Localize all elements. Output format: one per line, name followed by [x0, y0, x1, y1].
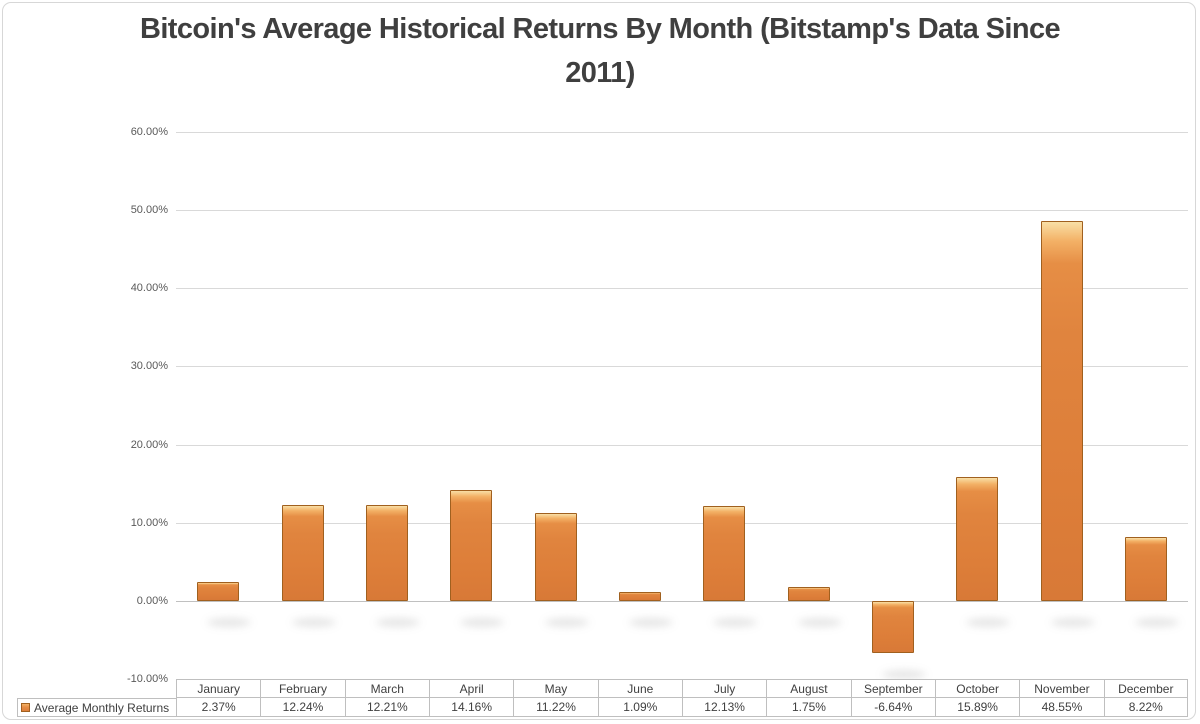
gridline: [176, 132, 1188, 133]
legend-cell: Average Monthly Returns: [17, 698, 176, 717]
gridline: [176, 444, 1188, 446]
bar-january: [197, 582, 240, 601]
month-header-cell: September: [850, 679, 935, 698]
gridline: [176, 600, 1188, 602]
value-cell: 14.16%: [428, 698, 514, 717]
value-cell: 8.22%: [1103, 698, 1188, 717]
bar-shadow: [1050, 617, 1095, 627]
month-header-cell: January: [176, 679, 261, 698]
chart-title: Bitcoin's Average Historical Returns By …: [0, 7, 1200, 95]
month-header-cell: March: [344, 679, 429, 698]
month-header-cell: November: [1019, 679, 1104, 698]
y-axis-tick-label: -10.00%: [127, 673, 168, 685]
month-header-cell: May: [513, 679, 598, 698]
bar-december: [1124, 536, 1167, 601]
bar-shadow: [460, 617, 505, 627]
value-cell: 1.75%: [766, 698, 851, 717]
bar-november: [1040, 221, 1083, 601]
value-cell: 12.24%: [260, 698, 345, 717]
y-axis-labels: 60.00% 50.00% 40.00% 30.00% 20.00% 10.00% 0.00…: [0, 126, 168, 685]
bar-shadow: [291, 617, 336, 627]
value-cell: -6.64%: [850, 698, 935, 717]
chart-title-line-2: 2011): [565, 57, 635, 89]
month-header-cell: December: [1103, 679, 1188, 698]
bar-shadow: [797, 617, 842, 627]
bar-may: [534, 513, 577, 601]
bar-march: [365, 505, 408, 601]
gridline: [176, 288, 1188, 290]
value-cell: 12.13%: [681, 698, 767, 717]
month-header-cell: August: [766, 679, 851, 698]
bar-shadow: [881, 669, 926, 679]
chart-title-line-1: Bitcoin's Average Historical Returns By …: [140, 13, 1061, 45]
value-cell: 12.21%: [344, 698, 429, 717]
value-cell: 15.89%: [934, 698, 1020, 717]
legend-key-icon: [21, 703, 30, 712]
bar-august: [787, 587, 830, 601]
month-header-cell: February: [260, 679, 345, 698]
value-cell: 1.09%: [597, 698, 682, 717]
y-axis-tick-label: 50.00%: [130, 204, 168, 217]
y-axis-tick-label: 0.00%: [136, 594, 168, 607]
y-axis-tick-label: 60.00%: [130, 126, 168, 138]
month-header-cell: April: [428, 679, 514, 698]
value-cell: 2.37%: [176, 698, 261, 717]
month-header-cell: June: [597, 679, 682, 698]
gridline: [176, 522, 1188, 524]
bar-july: [703, 506, 746, 601]
data-table: January February March April May June July Augu…: [17, 679, 1188, 717]
month-header-cell: July: [681, 679, 767, 698]
y-axis-tick-label: 40.00%: [130, 282, 168, 295]
bar-shadow: [544, 617, 589, 627]
gridline: [176, 366, 1188, 368]
bar-april: [450, 490, 493, 601]
bar-february: [281, 505, 324, 601]
bar-june: [618, 592, 661, 601]
value-cell: 11.22%: [513, 698, 598, 717]
table-corner-empty: [17, 679, 176, 698]
bar-shadow: [1134, 617, 1179, 627]
bar-october: [956, 476, 999, 601]
bar-shadow: [713, 617, 758, 627]
bar-shadow: [966, 617, 1011, 627]
plot-area: [176, 132, 1188, 680]
bar-shadow: [628, 617, 673, 627]
legend-label: Average Monthly Returns: [34, 700, 170, 715]
bar-shadow: [207, 617, 252, 627]
bar-september: [871, 600, 914, 653]
month-header-cell: October: [934, 679, 1020, 698]
gridline: [176, 210, 1188, 212]
value-cell: 48.55%: [1019, 698, 1104, 717]
y-axis-tick-label: 20.00%: [130, 438, 168, 451]
y-axis-tick-label: 10.00%: [130, 516, 168, 529]
y-axis-tick-label: 30.00%: [130, 360, 168, 373]
bar-shadow: [375, 617, 420, 627]
